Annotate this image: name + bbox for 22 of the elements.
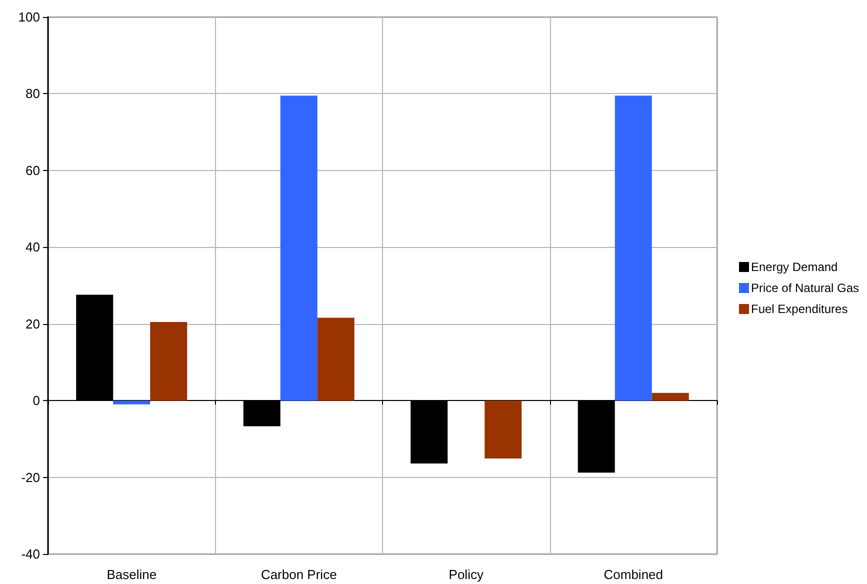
bar [280, 96, 318, 401]
bar [150, 322, 188, 401]
y-tick-label: 100 [18, 10, 40, 24]
bar [614, 96, 652, 401]
y-tick-label: -20 [21, 470, 40, 485]
bar [652, 392, 689, 401]
bar [113, 400, 150, 404]
legend-label: Price of Natural Gas [751, 281, 860, 295]
y-tick-label: 80 [26, 86, 40, 102]
bar [484, 400, 522, 458]
legend-label: Energy Demand [751, 260, 838, 274]
y-tick-label: -40 [21, 546, 40, 562]
x-tick-label: Carbon Price [260, 567, 337, 582]
y-tick-label: 20 [26, 316, 40, 332]
bar [317, 318, 354, 401]
x-tick-label: Baseline [106, 567, 157, 582]
y-tick-label: 40 [26, 240, 40, 255]
legend-label: Fuel Expenditures [751, 302, 848, 316]
x-tick-label: Combined [604, 567, 664, 582]
x-tick-label: Policy [448, 567, 484, 582]
y-tick-label: 0 [32, 393, 40, 408]
y-tick-label: 60 [26, 162, 40, 178]
